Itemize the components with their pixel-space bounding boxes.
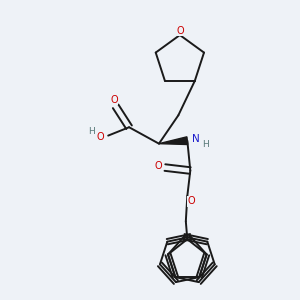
Text: H: H [88, 127, 95, 136]
Text: O: O [176, 26, 184, 36]
Text: O: O [110, 95, 118, 105]
Polygon shape [159, 137, 188, 145]
Text: O: O [154, 161, 162, 171]
Text: O: O [187, 196, 195, 206]
Text: N: N [192, 134, 200, 144]
Text: O: O [96, 132, 103, 142]
Text: H: H [202, 140, 208, 149]
